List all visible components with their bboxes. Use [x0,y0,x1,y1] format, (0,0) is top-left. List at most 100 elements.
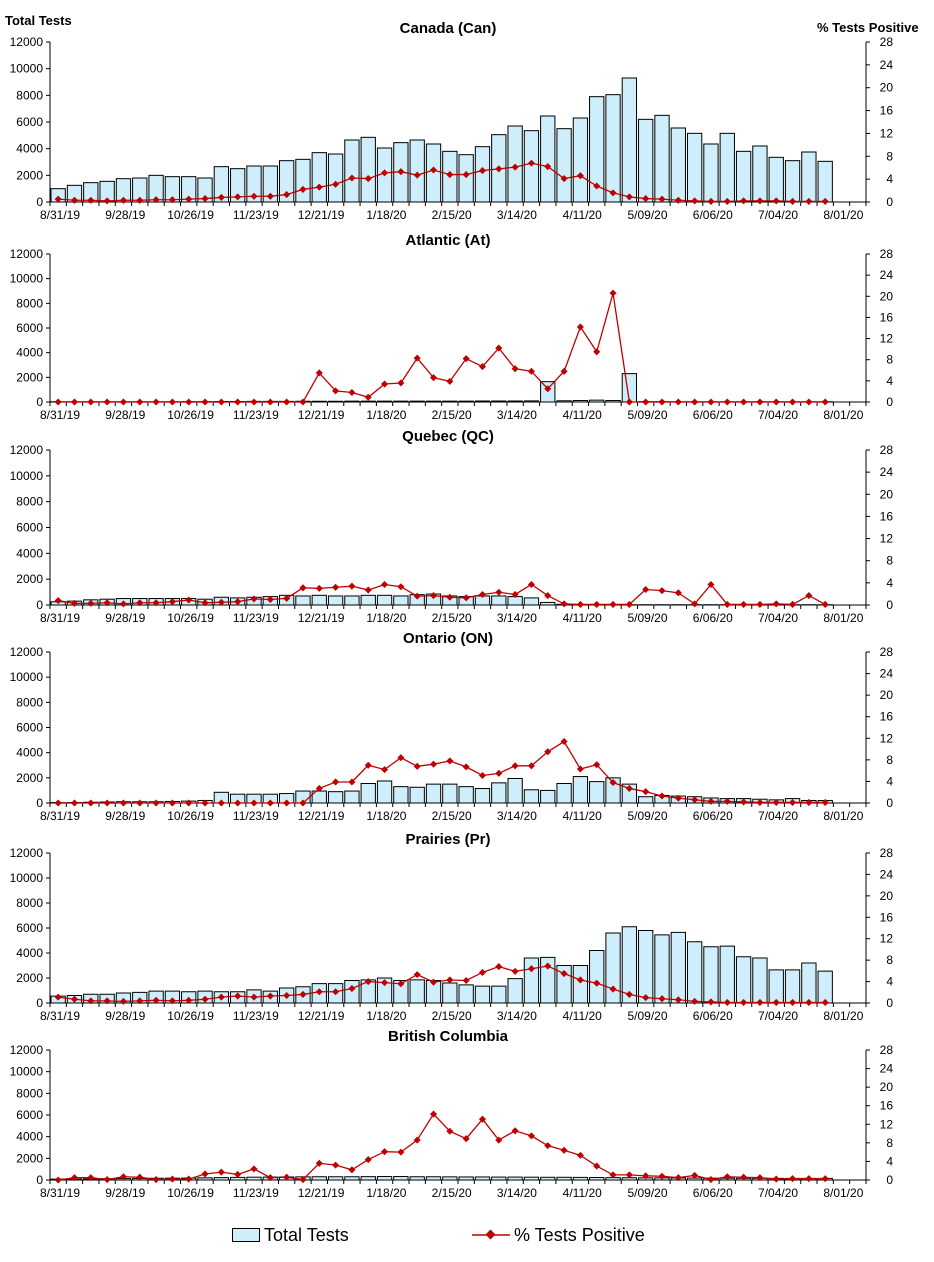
x-tick-label: 8/31/19 [40,611,80,625]
right-tick-label: 4 [886,576,893,590]
line-point [544,1142,551,1149]
x-tick-label: 9/28/19 [105,408,145,422]
bar [475,986,489,1003]
x-tick-label: 1/18/20 [366,611,406,625]
bar [639,931,653,1004]
left-tick-label: 10000 [10,62,44,76]
line-point [463,763,470,770]
bar [524,958,538,1003]
bar [818,971,832,1003]
bar [345,140,359,202]
x-tick-label: 7/04/20 [758,1009,798,1023]
bar [671,932,685,1003]
right-tick-label: 16 [880,310,894,324]
bar [769,970,783,1003]
x-tick-label: 6/06/20 [693,809,733,823]
bar [573,777,587,803]
line-point [822,398,829,405]
left-tick-label: 0 [36,796,43,810]
line-point [153,398,160,405]
line-point [299,584,306,591]
bar [802,152,816,202]
right-tick-label: 0 [886,395,893,409]
line-point [593,348,600,355]
left-tick-label: 12000 [10,1043,44,1057]
left-tick-label: 0 [36,395,43,409]
x-tick-label: 6/06/20 [693,1186,733,1200]
line-point [381,581,388,588]
line-point [348,583,355,590]
x-tick-label: 4/11/20 [563,1186,602,1200]
right-tick-label: 12 [880,532,894,546]
left-tick-label: 12000 [10,443,44,457]
line-point [561,738,568,745]
line-point [316,585,323,592]
left-tick-label: 4000 [16,546,43,560]
x-tick-label: 11/23/19 [233,408,279,422]
x-tick-label: 7/04/20 [758,611,798,625]
line-point [463,977,470,984]
line-point [397,379,404,386]
x-tick-label: 12/21/19 [298,809,345,823]
left-tick-label: 4000 [16,946,43,960]
line-point [740,398,747,405]
x-tick-label: 2/15/20 [432,611,472,625]
bar [655,935,669,1003]
bar [704,947,718,1003]
x-tick-label: 2/15/20 [432,1009,472,1023]
x-tick-label: 11/23/19 [233,1186,279,1200]
line-point [642,398,649,405]
x-tick-label: 9/28/19 [105,611,145,625]
chart-panel: Prairies (Pr)020004000600080001000012000… [10,831,894,1023]
left-tick-label: 8000 [16,495,43,509]
line-point [120,799,127,806]
left-tick-label: 10000 [10,1065,44,1079]
line-point [805,592,812,599]
chart-panel: British Columbia020004000600080001000012… [10,1028,894,1200]
line-point [332,584,339,591]
right-tick-label: 0 [886,195,893,209]
bar [377,781,391,803]
left-tick-label: 8000 [16,88,43,102]
line-point [707,1176,714,1183]
line-point [658,587,665,594]
chart-title: British Columbia [388,1028,509,1045]
line-point [479,772,486,779]
x-tick-label: 11/23/19 [233,611,279,625]
bar [459,787,473,803]
legend-swatch-line [472,1228,510,1242]
bar [508,778,522,803]
x-tick-label: 9/28/19 [105,809,145,823]
x-tick-label: 8/31/19 [40,1009,80,1023]
right-tick-label: 8 [886,149,893,163]
right-tick-label: 28 [880,247,894,261]
bar [524,790,538,803]
bar [296,596,310,605]
line-point [610,290,617,297]
x-tick-label: 3/14/20 [497,408,537,422]
right-tick-label: 24 [880,465,894,479]
right-tick-label: 24 [880,1062,894,1076]
line-point [414,763,421,770]
line-point [528,1132,535,1139]
bar [687,133,701,202]
line-point [185,398,192,405]
bar [573,118,587,202]
x-tick-label: 8/31/19 [40,809,80,823]
percent-positive-line [58,742,825,803]
line-point [250,1165,257,1172]
line-point [756,601,763,608]
line-point [381,1148,388,1155]
x-tick-label: 5/09/20 [627,208,667,222]
chart-panel: Atlantic (At)020004000600080001000012000… [10,232,894,422]
line-point [55,799,62,806]
line-point [561,600,568,607]
bar [394,787,408,803]
line-point [71,398,78,405]
line-point [120,398,127,405]
bar [655,115,669,202]
x-tick-label: 8/01/20 [823,809,863,823]
right-tick-label: 28 [880,443,894,457]
chart-panel: Ontario (ON)0200040006000800010000120000… [10,630,894,823]
